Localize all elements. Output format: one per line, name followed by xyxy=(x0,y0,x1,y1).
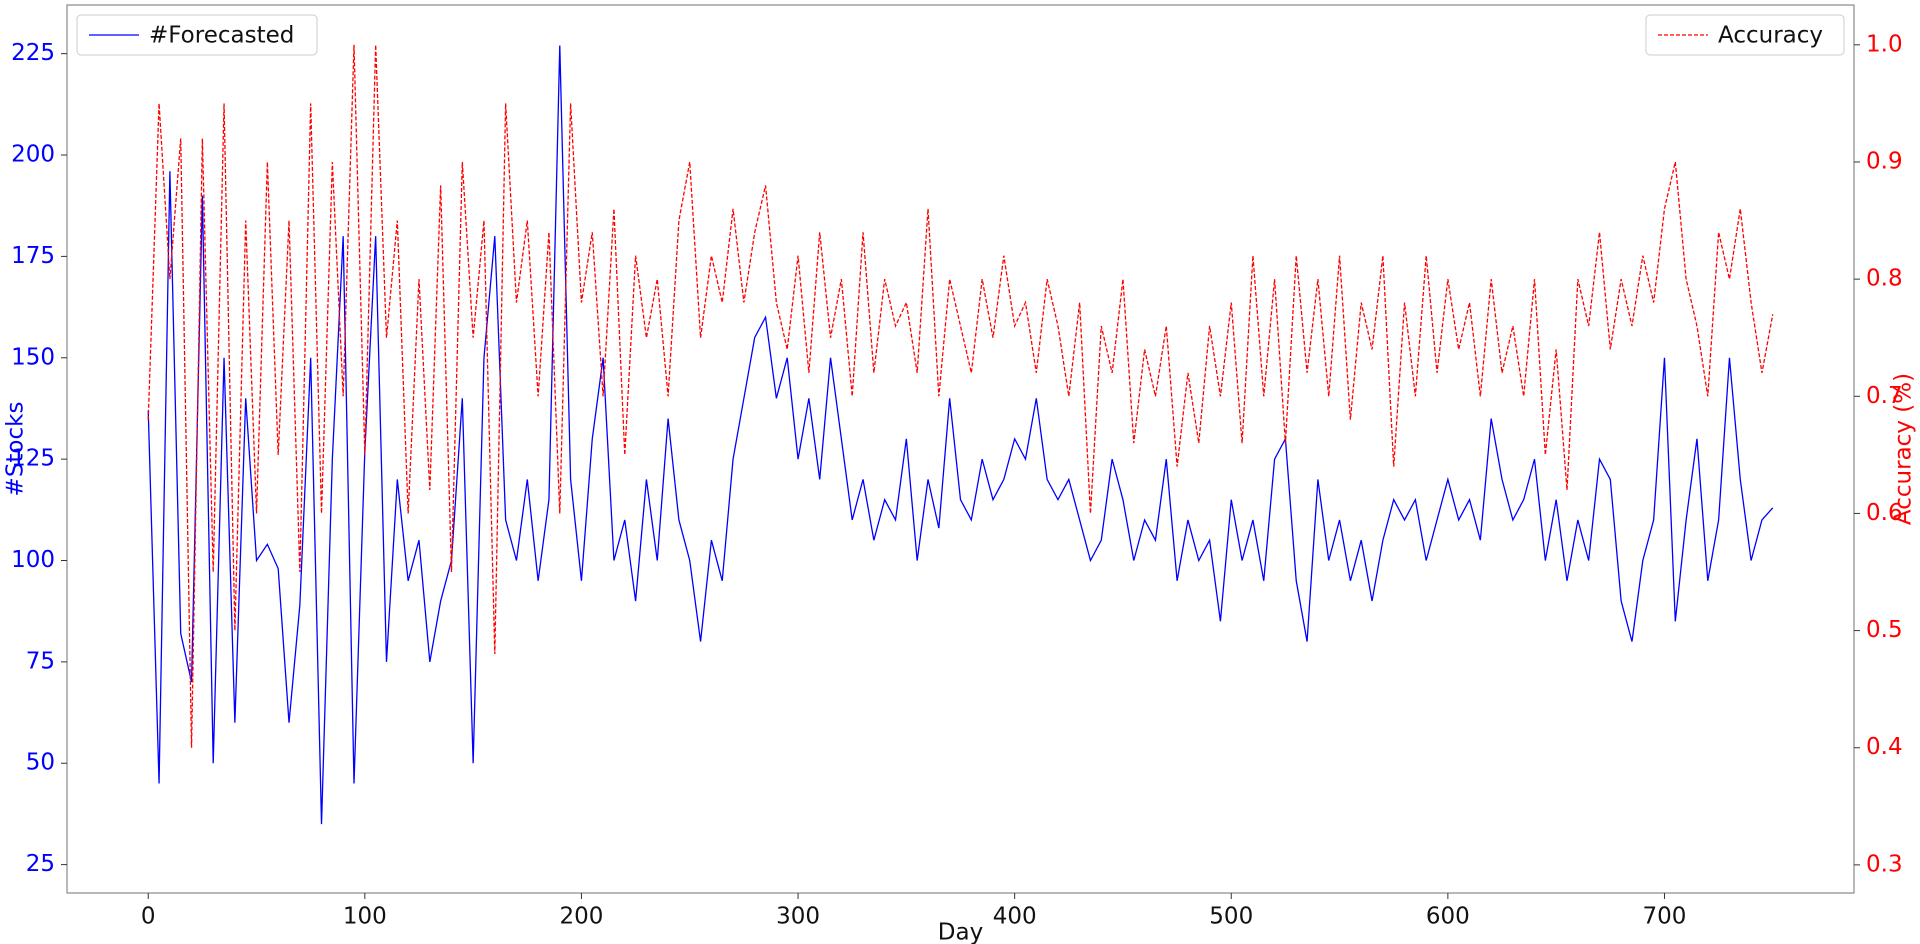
x-tick-label: 500 xyxy=(1209,904,1253,930)
y2-tick-label: 0.3 xyxy=(1866,851,1903,877)
x-tick-label: 700 xyxy=(1643,904,1687,930)
y2-tick-label: 1.0 xyxy=(1866,31,1903,57)
y-tick-label: 150 xyxy=(11,344,55,370)
legend-box xyxy=(1645,14,1845,56)
x-tick-label: 400 xyxy=(993,904,1037,930)
y-tick-label: 200 xyxy=(11,142,55,168)
y2-tick-label: 0.9 xyxy=(1866,148,1903,174)
y-axis-label: #Stocks xyxy=(3,402,29,497)
y-tick-label: 75 xyxy=(26,648,55,674)
x-tick-label: 600 xyxy=(1426,904,1470,930)
data-line xyxy=(147,44,1774,748)
legend-label: Accuracy xyxy=(1718,23,1823,49)
y-tick-label: 50 xyxy=(26,750,55,776)
legend-label: #Forecasted xyxy=(149,23,294,49)
y2-tick-label: 0.6 xyxy=(1866,500,1903,526)
y2-tick-label: 0.7 xyxy=(1866,383,1903,409)
plot-frame xyxy=(66,4,1855,894)
y-tick-label: 100 xyxy=(11,547,55,573)
x-axis-label: Day xyxy=(938,920,983,944)
y-tick-label: 225 xyxy=(11,40,55,66)
legend-box xyxy=(76,14,318,56)
y-tick-label: 175 xyxy=(11,243,55,269)
x-tick-label: 0 xyxy=(141,904,156,930)
x-tick-label: 100 xyxy=(343,904,387,930)
y2-tick-label: 0.8 xyxy=(1866,266,1903,292)
x-tick-label: 300 xyxy=(776,904,820,930)
y2-tick-label: 0.4 xyxy=(1866,734,1903,760)
x-tick-label: 200 xyxy=(559,904,603,930)
data-line xyxy=(147,45,1774,825)
y2-tick-label: 0.5 xyxy=(1866,617,1903,643)
y2-axis-label: Accuracy (%) xyxy=(1891,373,1917,525)
y-tick-label: 25 xyxy=(26,851,55,877)
y-tick-label: 125 xyxy=(11,446,55,472)
